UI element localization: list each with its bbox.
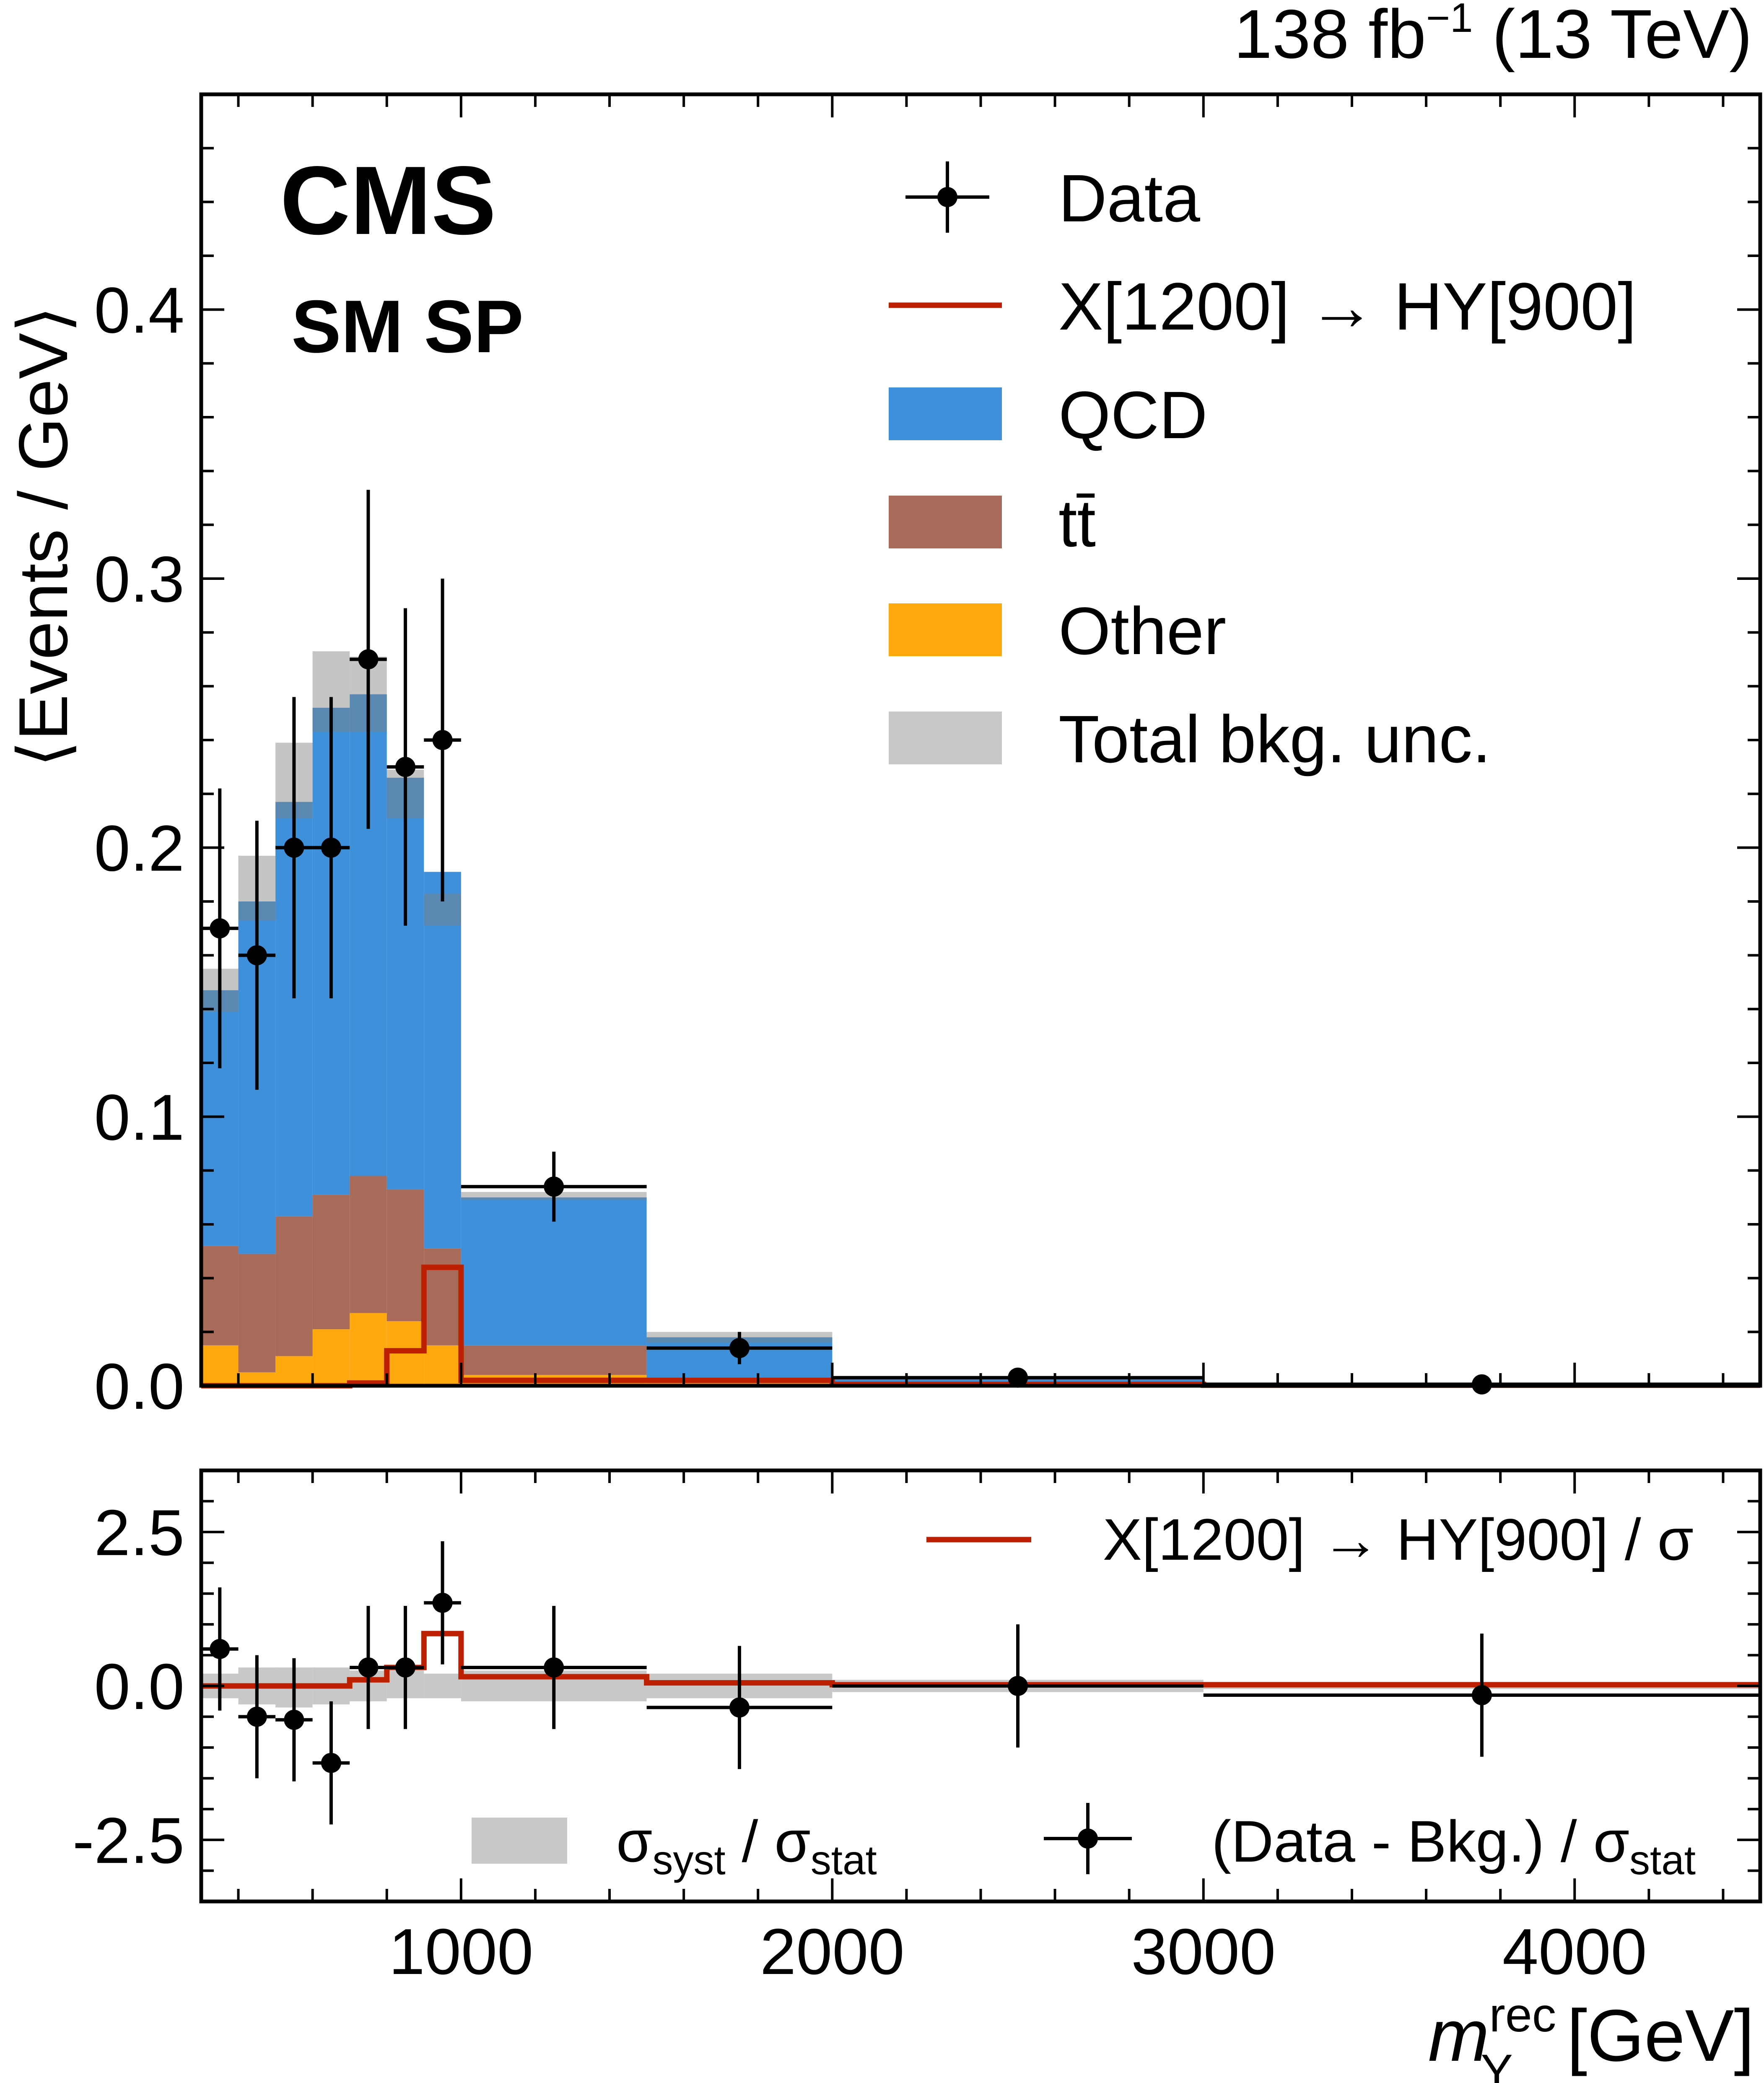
legend-label-1: X[1200] → HY[900] xyxy=(1058,269,1637,344)
ratio-plot-frame xyxy=(199,1468,1762,1904)
bar-other-2 xyxy=(275,1356,313,1386)
bar-tt-6 xyxy=(424,1248,461,1345)
bar-other-6 xyxy=(424,1345,461,1386)
pull-point-5 xyxy=(395,1657,416,1678)
ratio-ytick-label: 0.0 xyxy=(94,1650,184,1723)
region-label: SM SP xyxy=(291,285,524,368)
legend-label-2: QCD xyxy=(1058,377,1208,452)
data-point-0 xyxy=(210,918,230,939)
pull-point-2 xyxy=(284,1709,304,1730)
bar-tt-5 xyxy=(387,1189,424,1321)
main-ytick-label: 0.0 xyxy=(94,1350,184,1423)
x-axis-title: mrec Y [GeV] xyxy=(1428,1988,1754,2083)
ratio-legend: X[1200] → HY[900] / σ σsyst / σstat (Data … xyxy=(472,1506,1696,1883)
pull-point-3 xyxy=(321,1753,341,1773)
legend-swatch-4 xyxy=(889,603,1002,656)
bar-other-0 xyxy=(201,1345,239,1386)
ratio-legend-pull-dot xyxy=(1078,1828,1098,1849)
legend-label-4: Other xyxy=(1058,593,1226,668)
bar-tt-2 xyxy=(275,1216,313,1356)
pull-point-8 xyxy=(729,1697,750,1718)
main-legend: Data X[1200] → HY[900] QCD tt̄ Other Total bk… xyxy=(889,161,1637,777)
data-points xyxy=(201,490,1760,1395)
bar-tt-4 xyxy=(350,1176,387,1313)
ratio-ytick-label: 2.5 xyxy=(94,1496,184,1569)
ratio-panel: -2.5 0.0 2.5 1000 2000 3000 4000 X[1200] → HY[… xyxy=(73,1468,1762,2083)
bar-qcd-6 xyxy=(424,872,461,1249)
main-ytick-label: 0.4 xyxy=(94,274,184,346)
ratio-legend-band-label: σsyst / σstat xyxy=(616,1808,877,1883)
pull-point-10 xyxy=(1471,1685,1492,1706)
pull-point-1 xyxy=(246,1706,267,1727)
x-tick-label: 2000 xyxy=(760,1915,905,1988)
main-ytick-label: 0.2 xyxy=(94,812,184,885)
legend-swatch-3 xyxy=(889,496,1002,548)
pull-point-0 xyxy=(210,1639,230,1659)
pull-point-9 xyxy=(1008,1676,1028,1696)
bar-tt-7 xyxy=(461,1345,647,1375)
data-point-3 xyxy=(321,837,341,858)
x-tick-label: 4000 xyxy=(1502,1915,1647,1988)
experiment-label: CMS xyxy=(280,146,496,255)
legend-label-0: Data xyxy=(1058,161,1200,236)
bar-qcd-7 xyxy=(461,1197,647,1345)
data-point-6 xyxy=(432,730,453,750)
signal-ratio-line xyxy=(201,1631,1760,1689)
data-point-7 xyxy=(544,1177,564,1197)
pull-point-7 xyxy=(544,1657,564,1678)
main-y-axis-title: ⟨Events / GeV⟩ xyxy=(5,306,82,768)
data-point-9 xyxy=(1008,1367,1028,1388)
data-point-1 xyxy=(246,945,267,966)
data-point-4 xyxy=(358,649,379,670)
legend-label-5: Total bkg. unc. xyxy=(1058,701,1491,777)
legend-swatch-2 xyxy=(889,387,1002,440)
pull-points xyxy=(201,1541,1760,1825)
ratio-ytick-label: -2.5 xyxy=(73,1804,184,1877)
ratio-legend-band-swatch xyxy=(472,1818,567,1864)
data-point-5 xyxy=(395,757,416,777)
bar-tt-0 xyxy=(201,1246,239,1345)
lumi-label: 138 fb−1 (13 TeV) xyxy=(1234,0,1752,73)
x-tick-label: 3000 xyxy=(1131,1915,1276,1988)
main-panel: 0.0 0.1 0.2 0.3 0.4 ⟨Events / GeV⟩ CMS SM SP… xyxy=(5,92,1762,1423)
legend-swatch-5 xyxy=(889,712,1002,764)
data-point-2 xyxy=(284,837,304,858)
pull-point-6 xyxy=(432,1592,453,1613)
main-ytick-label: 0.1 xyxy=(94,1081,184,1153)
ratio-legend-signal-label: X[1200] → HY[900] / σ xyxy=(1103,1506,1694,1572)
legend-data-dot xyxy=(937,187,957,207)
signal-ratio-histogram xyxy=(201,1631,1760,1689)
legend-label-3: tt̄ xyxy=(1058,486,1096,561)
ratio-axis-ticks: -2.5 0.0 2.5 1000 2000 3000 4000 xyxy=(73,1469,1760,1988)
syst-band-6 xyxy=(424,1673,461,1699)
main-ytick-label: 0.3 xyxy=(94,543,184,616)
x-tick-label: 1000 xyxy=(389,1915,533,1988)
main-plot-frame xyxy=(199,92,1762,1388)
bar-other-4 xyxy=(350,1313,387,1386)
bar-tt-3 xyxy=(312,1195,350,1330)
ratio-legend-pull-label: (Data - Bkg.) / σstat xyxy=(1211,1808,1696,1883)
pull-point-4 xyxy=(358,1657,379,1678)
data-point-8 xyxy=(729,1338,750,1358)
bar-other-3 xyxy=(312,1329,350,1386)
bar-tt-1 xyxy=(238,1254,276,1372)
